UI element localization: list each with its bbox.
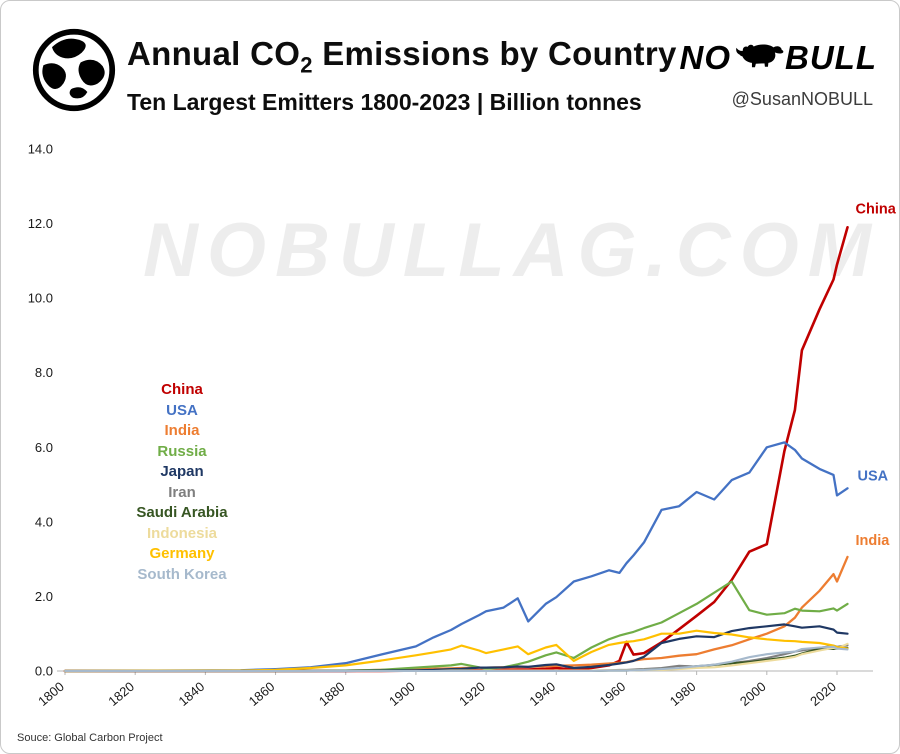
y-tick-label: 14.0 — [28, 142, 53, 157]
legend-item-russia: Russia — [157, 442, 207, 460]
y-tick-label: 4.0 — [35, 514, 53, 529]
x-tick-label: 1980 — [667, 679, 699, 709]
x-tick-label: 1900 — [386, 679, 418, 709]
globe-landmass — [69, 87, 88, 99]
x-tick-label: 1800 — [35, 679, 67, 709]
globe-icon — [32, 28, 116, 112]
x-tick-label: 1840 — [175, 679, 207, 709]
chart-legend: China USA India Russia Japan Iran Saudi Arabia… — [107, 380, 257, 585]
social-handle: @SusanNOBULL — [731, 89, 873, 109]
title-pre: Annual CO — [127, 35, 301, 72]
legend-item-usa: USA — [166, 401, 198, 419]
y-tick-label: 6.0 — [35, 440, 53, 455]
y-tick-label: 0.0 — [35, 664, 53, 679]
end-label-usa: USA — [858, 468, 889, 484]
globe-landmass — [52, 38, 86, 59]
legend-item-germany: Germany — [149, 545, 215, 562]
globe-landmass — [78, 59, 105, 86]
bull-icon — [736, 44, 784, 68]
page-subtitle: Ten Largest Emitters 1800-2023 | Billion… — [127, 88, 642, 115]
source-text: Souce: Global Carbon Project — [17, 732, 163, 744]
legend-item-india: India — [164, 422, 200, 439]
series-line-usa — [63, 441, 849, 673]
y-tick-label: 2.0 — [35, 589, 53, 604]
logo-bull: BULL — [785, 39, 877, 76]
series-line-russia — [63, 580, 849, 673]
chart-svg: 0.0 2.0 4.0 6.0 8.0 10.0 12.0 14.0 1800 1820 1840 1… — [28, 142, 897, 709]
legend-item-saudi-arabia: Saudi Arabia — [136, 504, 228, 521]
nobull-logo: NO BULL — [680, 39, 877, 77]
legend-item-china: China — [161, 381, 203, 398]
y-tick-label: 10.0 — [28, 291, 53, 306]
legend-item-japan: Japan — [160, 463, 204, 480]
x-tick-label: 1940 — [526, 679, 558, 709]
x-tick-label: 1920 — [456, 679, 488, 709]
x-tick-label: 2000 — [737, 679, 769, 709]
series-line-india — [63, 555, 849, 673]
y-tick-label: 8.0 — [35, 365, 53, 380]
header-titles: Annual CO2 Emissions by Country Ten Larg… — [127, 35, 677, 116]
title-subscript: 2 — [300, 52, 313, 78]
x-tick-label: 1860 — [246, 679, 278, 709]
end-label-india: India — [856, 533, 891, 549]
x-tick-label: 1880 — [316, 679, 348, 709]
series-line-south-korea — [63, 645, 849, 673]
x-tick-label: 2020 — [807, 679, 839, 709]
globe-landmass — [42, 63, 66, 89]
logo-no: NO — [679, 39, 732, 76]
series-line-germany — [63, 629, 849, 673]
legend-item-iran: Iran — [168, 483, 196, 501]
x-tick-label: 1820 — [105, 679, 137, 709]
end-label-china: China — [856, 201, 897, 217]
y-tick-label: 12.0 — [28, 216, 53, 231]
title-post: Emissions by Country — [312, 35, 677, 72]
legend-item-indonesia: Indonesia — [146, 524, 217, 542]
x-tick-label: 1960 — [597, 679, 629, 709]
legend-item-south-korea: South Korea — [137, 565, 227, 583]
page-title: Annual CO2 Emissions by Country — [127, 35, 677, 79]
